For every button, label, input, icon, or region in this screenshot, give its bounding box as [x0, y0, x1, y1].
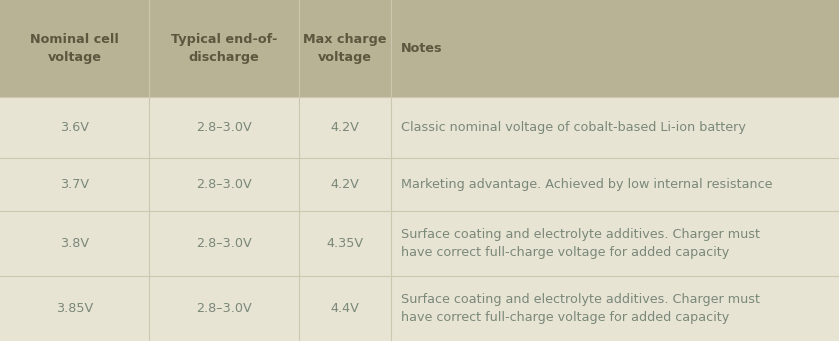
Text: Classic nominal voltage of cobalt-based Li-ion battery: Classic nominal voltage of cobalt-based … — [401, 121, 746, 134]
Text: 3.8V: 3.8V — [60, 237, 89, 250]
Text: 4.2V: 4.2V — [331, 121, 359, 134]
Text: 2.8–3.0V: 2.8–3.0V — [196, 178, 252, 191]
Bar — [0, 158, 839, 211]
Bar — [0, 276, 839, 341]
Text: 3.7V: 3.7V — [60, 178, 89, 191]
Text: Max charge
voltage: Max charge voltage — [303, 33, 387, 64]
Text: 2.8–3.0V: 2.8–3.0V — [196, 302, 252, 315]
Text: 4.4V: 4.4V — [331, 302, 359, 315]
Text: 2.8–3.0V: 2.8–3.0V — [196, 237, 252, 250]
Text: 4.35V: 4.35V — [326, 237, 363, 250]
Text: Notes: Notes — [401, 42, 442, 55]
Bar — [0, 211, 839, 276]
Bar — [0, 97, 839, 158]
Text: Surface coating and electrolyte additives. Charger must
have correct full-charge: Surface coating and electrolyte additive… — [401, 228, 760, 259]
Text: Nominal cell
voltage: Nominal cell voltage — [30, 33, 119, 64]
Bar — [0, 0, 839, 97]
Text: Marketing advantage. Achieved by low internal resistance: Marketing advantage. Achieved by low int… — [401, 178, 773, 191]
Text: 3.85V: 3.85V — [56, 302, 93, 315]
Text: Surface coating and electrolyte additives. Charger must
have correct full-charge: Surface coating and electrolyte additive… — [401, 294, 760, 324]
Text: 2.8–3.0V: 2.8–3.0V — [196, 121, 252, 134]
Text: Typical end-of-
discharge: Typical end-of- discharge — [171, 33, 277, 64]
Text: 3.6V: 3.6V — [60, 121, 89, 134]
Text: 4.2V: 4.2V — [331, 178, 359, 191]
